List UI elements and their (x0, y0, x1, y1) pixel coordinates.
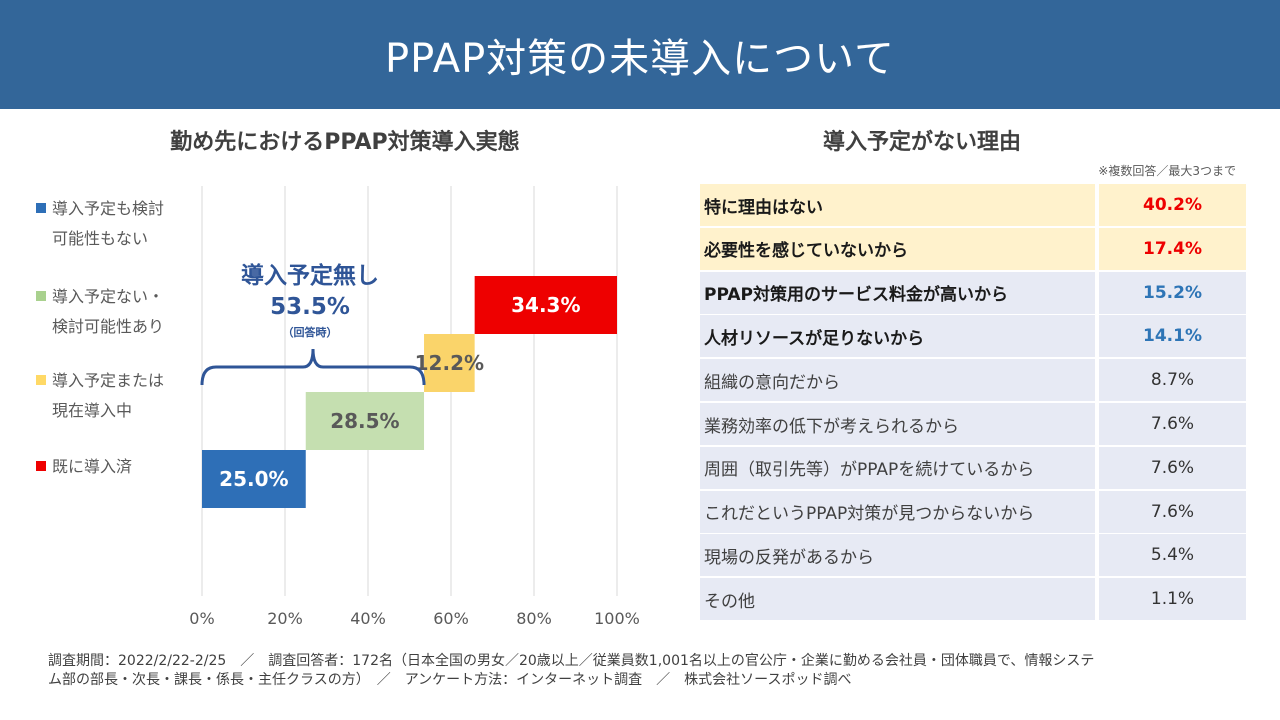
legend-item: 導入予定ない・ 検討可能性あり (36, 282, 192, 342)
annotation-sub: （回答時） (283, 325, 338, 339)
legend-label-line: 可能性もない (52, 229, 149, 248)
data-label: 28.5% (330, 409, 399, 433)
data-label: 25.0% (219, 467, 288, 491)
reasons-note: ※複数回答／最大3つまで (1098, 164, 1236, 178)
x-tick-label: 0% (189, 609, 214, 628)
reason-row: PPAP対策用のサービス料金が高いから 15.2% (700, 271, 1246, 314)
reason-row: その他 1.1% (700, 578, 1246, 621)
x-tick-label: 80% (516, 609, 552, 628)
footer-line-2: ム部の部長・次長・課長・係長・主任クラスの方） ／ アンケート方法：インターネッ… (48, 672, 852, 688)
x-tick-label: 60% (433, 609, 469, 628)
reason-label: これだというPPAP対策が見つからないから (700, 490, 1095, 533)
survey-footer: 調査期間：2022/2/22-2/25 ／ 調査回答者：172名（日本全国の男女… (48, 652, 1238, 690)
reason-row: 組織の意向だから 8.7% (700, 359, 1246, 402)
reason-label: 業務効率の低下が考えられるから (700, 403, 1095, 445)
bar-2 (305, 392, 425, 450)
legend-label: 導入予定も検討 可能性もない (52, 194, 192, 254)
legend-label-line: 導入予定も検討 (52, 199, 165, 218)
reason-row: 必要性を感じていないから 17.4% (700, 227, 1246, 270)
legend-label-line: 現在導入中 (52, 401, 133, 420)
reason-value: 1.1% (1099, 578, 1246, 621)
reason-label: 現場の反発があるから (700, 534, 1095, 577)
reason-value: 8.7% (1099, 359, 1246, 402)
legend-item: 導入予定も検討 可能性もない (36, 194, 192, 254)
bar-3 (424, 334, 475, 392)
reason-label: 組織の意向だから (700, 359, 1095, 402)
reason-row: 人材リソースが足りないから 14.1% (700, 315, 1246, 358)
legend-swatch (36, 460, 46, 471)
bar-1 (202, 450, 306, 508)
legend-item: 導入予定または 現在導入中 (36, 366, 192, 426)
legend-label: 導入予定ない・ 検討可能性あり (52, 282, 192, 342)
reason-row: これだというPPAP対策が見つからないから 7.6% (700, 490, 1246, 533)
reason-label: 特に理由はない (700, 184, 1095, 226)
reason-label: 周囲（取引先等）がPPAPを続けているから (700, 446, 1095, 489)
reason-value: 7.6% (1099, 446, 1246, 489)
bar-4 (474, 276, 617, 334)
data-label: 34.3% (511, 293, 580, 317)
legend-label-line: 既に導入済 (52, 457, 133, 476)
legend-label: 導入予定または 現在導入中 (52, 366, 192, 426)
reason-value: 15.2% (1099, 271, 1246, 314)
legend-swatch (36, 202, 46, 213)
legend-item: 既に導入済 (36, 452, 192, 482)
reason-row: 周囲（取引先等）がPPAPを続けているから 7.6% (700, 446, 1246, 489)
footer-line-1: 調査期間：2022/2/22-2/25 ／ 調査回答者：172名（日本全国の男女… (48, 653, 1095, 669)
waterfall-chart: 0% 20% 40% 60% 80% 100% 25.0% 28.5% 12.2% 34.3% 導入… (189, 186, 640, 628)
reason-value: 17.4% (1099, 227, 1246, 270)
reason-value: 14.1% (1099, 315, 1246, 358)
reason-value: 40.2% (1099, 184, 1246, 226)
reason-label: 必要性を感じていないから (700, 227, 1095, 270)
reason-label: PPAP対策用のサービス料金が高いから (700, 271, 1095, 314)
reason-value: 7.6% (1099, 490, 1246, 533)
legend-label-line: 検討可能性あり (52, 317, 165, 336)
reason-value: 7.6% (1099, 403, 1246, 445)
brace-annotation (200, 348, 426, 386)
page-title: PPAP対策の未導入について (385, 35, 895, 82)
reason-value: 5.4% (1099, 534, 1246, 577)
x-tick-label: 100% (594, 609, 640, 628)
legend-swatch (36, 290, 46, 301)
header-bar: PPAP対策の未導入について (0, 0, 1280, 109)
annotation-value: 53.5% (270, 294, 350, 320)
reason-label: 人材リソースが足りないから (700, 315, 1095, 358)
x-tick-label: 20% (267, 609, 303, 628)
left-chart-title: 勤め先におけるPPAP対策導入実態 (170, 130, 520, 155)
legend-swatch (36, 374, 46, 385)
reasons-title: 導入予定がない理由 (822, 130, 1021, 155)
x-tick-label: 40% (350, 609, 386, 628)
legend-label: 既に導入済 (52, 452, 192, 482)
reason-row: 現場の反発があるから 5.4% (700, 534, 1246, 577)
legend-label-line: 導入予定ない・ (52, 287, 165, 306)
data-label: 12.2% (415, 351, 484, 375)
reason-label: その他 (700, 578, 1095, 621)
reason-row: 業務効率の低下が考えられるから 7.6% (700, 403, 1246, 445)
annotation-title: 導入予定無し (241, 262, 379, 289)
reason-row: 特に理由はない 40.2% (700, 184, 1246, 226)
legend-label-line: 導入予定または (52, 371, 165, 390)
